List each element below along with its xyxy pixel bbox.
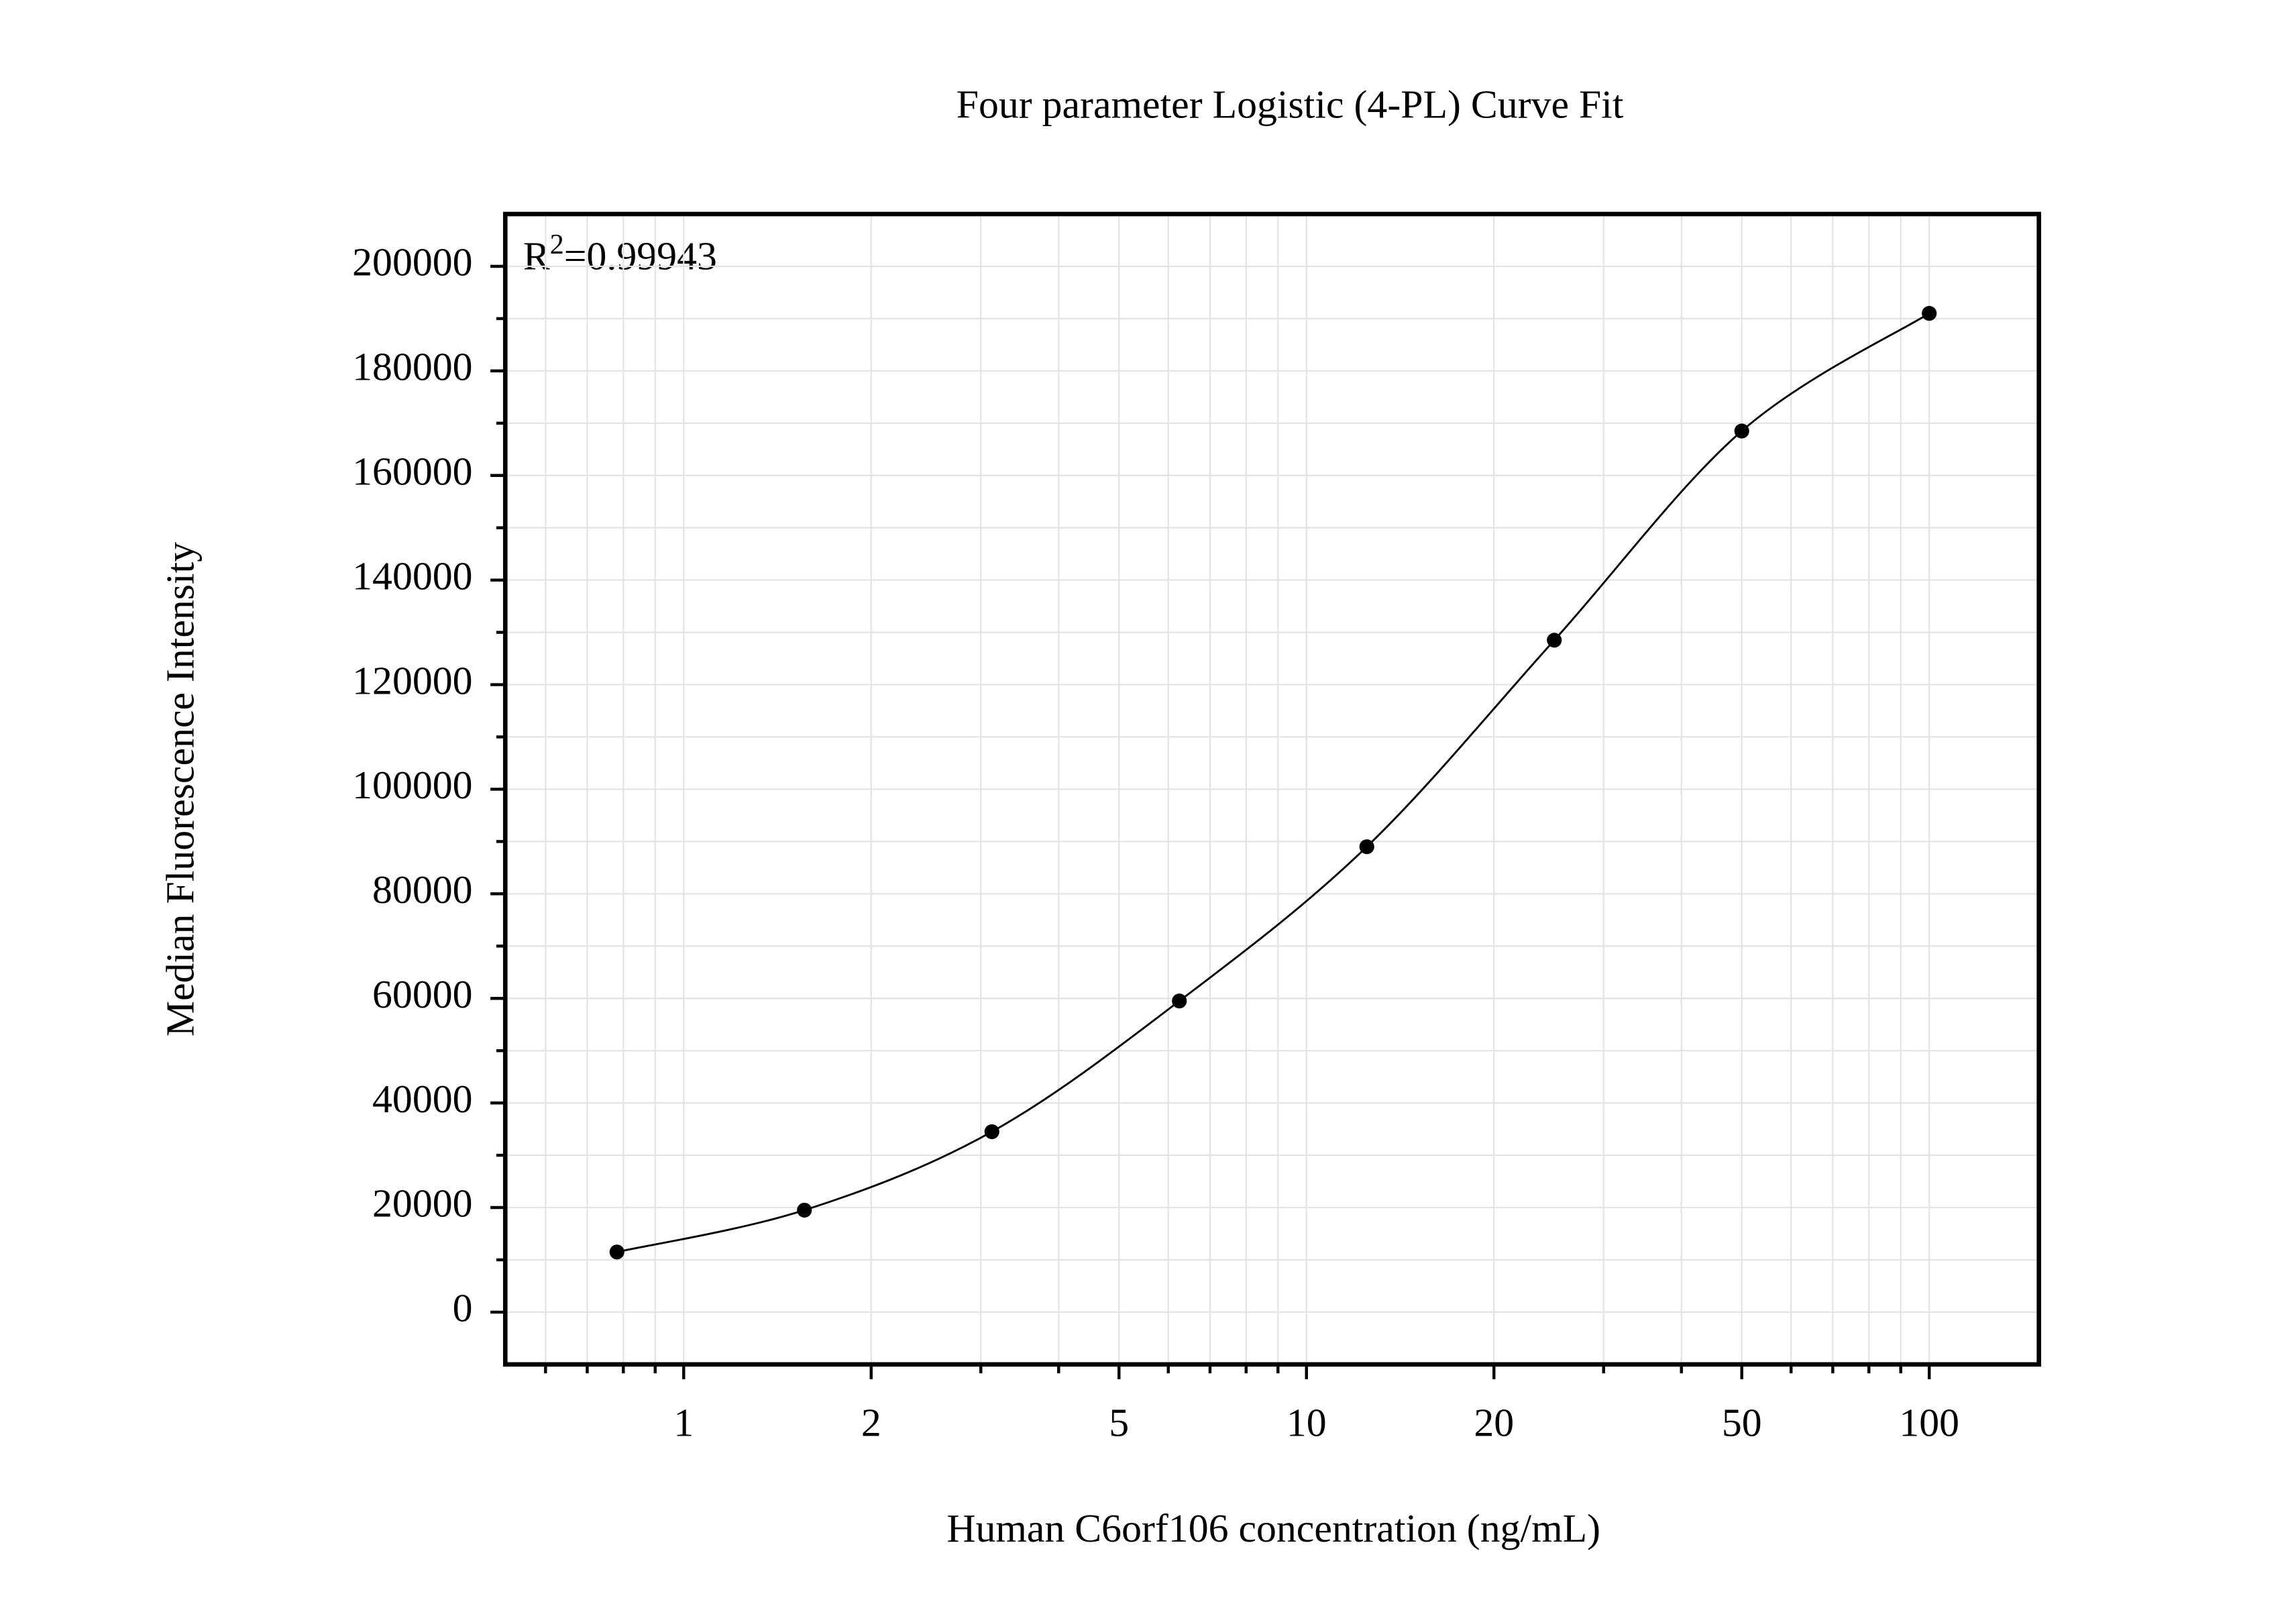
y-tick-label: 180000 [352,345,472,389]
y-tick-label: 0 [453,1286,473,1330]
r-squared: R2=0.99943 [523,228,717,278]
data-point [1547,633,1562,648]
y-axis-label: Median Fluorescence Intensity [158,542,202,1036]
data-point [797,1202,812,1218]
x-tick-label: 5 [1109,1401,1129,1445]
r-value: =0.99943 [564,233,717,278]
data-point [984,1124,999,1140]
r-sup: 2 [550,228,564,260]
data-point [1922,306,1937,321]
y-tick-label: 80000 [372,867,473,912]
x-tick-label: 10 [1287,1401,1327,1445]
fit-curve [616,312,1930,1253]
y-tick-label: 120000 [352,658,472,702]
y-tick-label: 20000 [372,1181,473,1226]
x-tick-label: 50 [1722,1401,1762,1445]
x-tick-label: 2 [861,1401,881,1445]
y-tick-label: 60000 [372,972,473,1016]
chart-title: Four parameter Logistic (4-PL) Curve Fit [956,82,1624,126]
data-point [609,1244,624,1260]
x-tick-label: 20 [1474,1401,1514,1445]
y-tick-label: 140000 [352,553,472,598]
y-tick-label: 40000 [372,1077,473,1121]
data-point [1734,423,1749,439]
x-tick-label: 1 [673,1401,694,1445]
data-point [1172,994,1187,1009]
x-axis-label: Human C6orf106 concentration (ng/mL) [946,1506,1600,1550]
y-tick-label: 200000 [352,240,472,284]
plot-frame [502,211,2042,1367]
y-tick-label: 160000 [352,449,472,493]
y-tick-label: 100000 [352,763,472,807]
data-point [1359,839,1374,855]
x-tick-label: 100 [1899,1401,1959,1445]
